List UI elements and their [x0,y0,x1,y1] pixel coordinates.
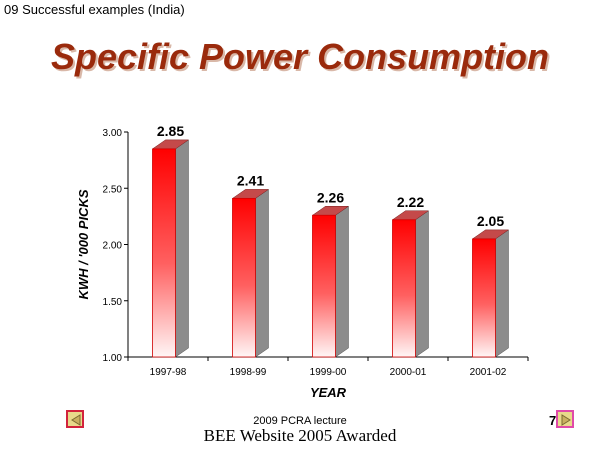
data-label: 2.85 [157,123,184,139]
bar [232,197,256,358]
y-tick-label: 2.50 [103,184,123,195]
header-text: 09 Successful examples (India) [4,2,185,17]
y-tick-label: 3.00 [103,128,123,139]
x-tick-label: 1997-98 [150,367,187,378]
footer-lecture: 2009 PCRA lecture [253,415,347,427]
y-tick-label: 1.50 [103,297,123,308]
y-tick-label: 2.00 [103,241,123,252]
data-label: 2.05 [477,213,504,229]
triangle-left-icon [71,414,81,426]
page-number: 7 [549,413,557,428]
y-axis-label: KWH / '000 PICKS [76,189,91,299]
data-label: 2.22 [397,194,424,210]
bar [472,238,496,358]
bar-side [335,205,349,358]
x-tick-label: 1999-00 [310,367,347,378]
triangle-right-icon [561,414,571,426]
bar-side [255,188,269,358]
data-label: 2.41 [237,172,264,188]
x-tick-label: 2000-01 [390,367,427,378]
bar [392,219,416,358]
next-slide-button[interactable] [556,410,574,428]
x-axis-label: YEAR [310,385,347,400]
bar-side [495,229,509,358]
bar-side [175,139,189,358]
x-tick-label: 2001-02 [470,367,507,378]
bar-side [415,210,429,358]
bar [312,214,336,358]
slide-title: Specific Power Consumption [50,36,550,77]
x-tick-label: 1998-99 [230,367,267,378]
prev-slide-button[interactable] [66,410,84,428]
y-tick-label: 1.00 [103,353,123,364]
footer-award: BEE Website 2005 Awarded [203,426,397,445]
bar [152,148,176,358]
data-label: 2.26 [317,189,344,205]
